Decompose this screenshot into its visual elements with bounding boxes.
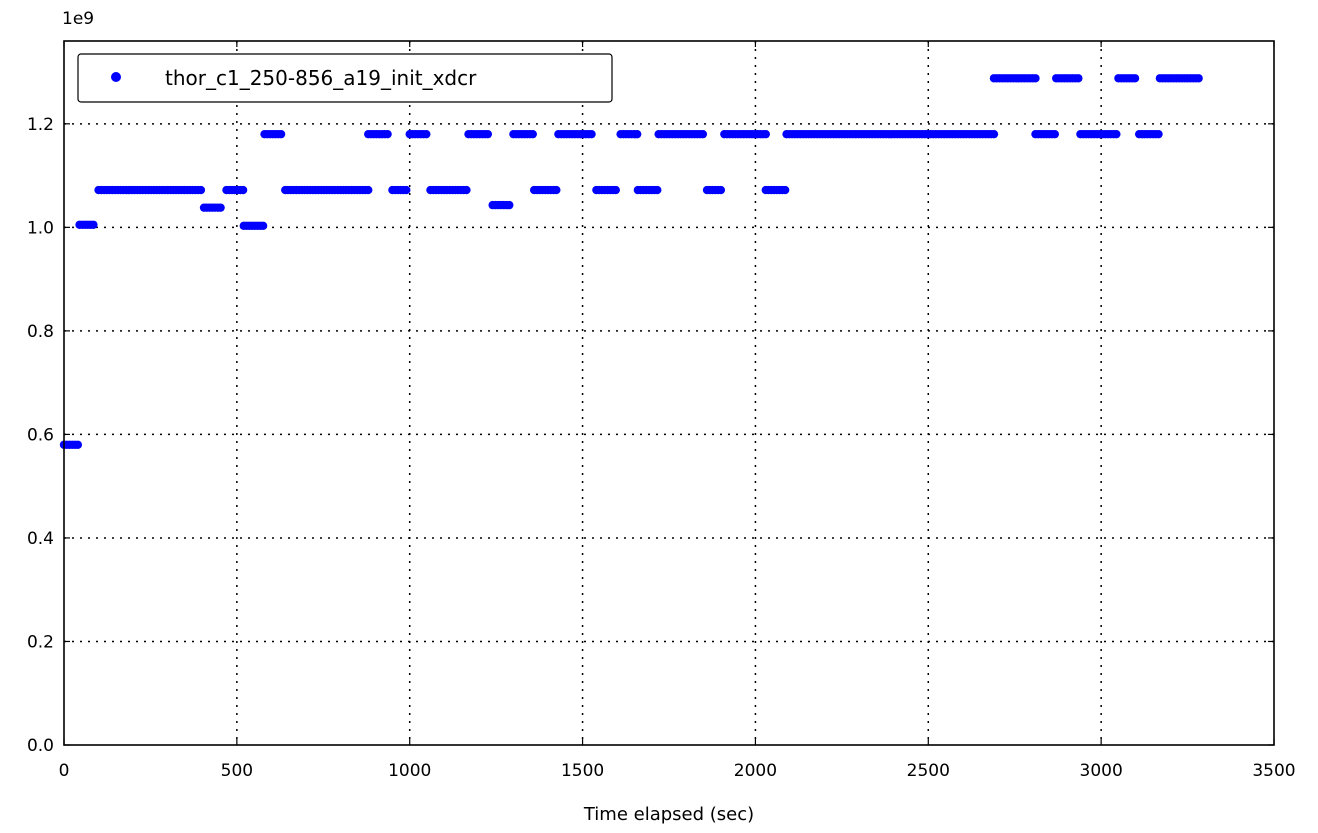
y-tick-label: 1.0 (27, 218, 54, 238)
data-point (483, 129, 493, 139)
x-tick-label: 3500 (1252, 761, 1295, 781)
data-point (1031, 74, 1040, 83)
data-point (73, 440, 83, 449)
data-point (761, 129, 770, 139)
data-point (462, 185, 471, 195)
data-point (238, 185, 248, 195)
data-point (1112, 129, 1121, 139)
data-point (1194, 74, 1203, 83)
x-axis-label: Time elapsed (sec) (583, 804, 754, 825)
data-point (632, 129, 642, 139)
legend-marker (111, 72, 121, 82)
data-point (505, 200, 514, 210)
y-tick-label: 1.2 (27, 115, 54, 135)
data-point (216, 203, 225, 212)
data-points (59, 74, 1203, 449)
x-tick-label: 2500 (907, 761, 950, 781)
data-point (196, 185, 206, 195)
data-point (587, 129, 596, 139)
y-offset-label: 1e9 (62, 9, 94, 29)
y-tick-label: 0.6 (27, 425, 54, 445)
grid-lines (64, 41, 1274, 745)
x-tick-label: 0 (59, 761, 70, 781)
data-point (1050, 129, 1060, 139)
y-tick-label: 0.2 (27, 632, 54, 652)
axis-ticks: 0 500 1000 1500 2000 2500 3000 3500 0.0 0.2 0.4 0.6… (27, 41, 1296, 781)
x-tick-label: 1000 (388, 761, 431, 781)
data-point (653, 185, 662, 195)
x-tick-label: 500 (221, 761, 253, 781)
data-point (258, 221, 268, 230)
y-tick-label: 0.8 (27, 322, 54, 342)
legend-box (77, 53, 613, 103)
data-point (611, 185, 620, 195)
data-point (1154, 129, 1163, 139)
x-tick-label: 3000 (1080, 761, 1123, 781)
data-point (1074, 74, 1083, 83)
data-point (89, 220, 98, 229)
data-point (528, 129, 537, 139)
data-point (276, 129, 286, 139)
legend: thor_c1_250-856_a19_init_xdcr (77, 53, 613, 103)
legend-label: thor_c1_250-856_a19_init_xdcr (165, 66, 477, 90)
data-point (552, 185, 561, 195)
y-tick-label: 0.0 (27, 736, 54, 756)
data-point (716, 185, 726, 195)
y-tick-label: 0.4 (27, 529, 54, 549)
data-point (780, 185, 790, 195)
data-point (364, 185, 373, 195)
data-point (989, 129, 999, 139)
data-point (698, 129, 708, 139)
x-tick-label: 2000 (734, 761, 777, 781)
plot-frame (63, 40, 1275, 746)
data-point (1130, 74, 1140, 83)
data-point (383, 129, 392, 139)
data-point (402, 185, 411, 195)
x-tick-label: 1500 (561, 761, 604, 781)
data-point (422, 129, 431, 139)
